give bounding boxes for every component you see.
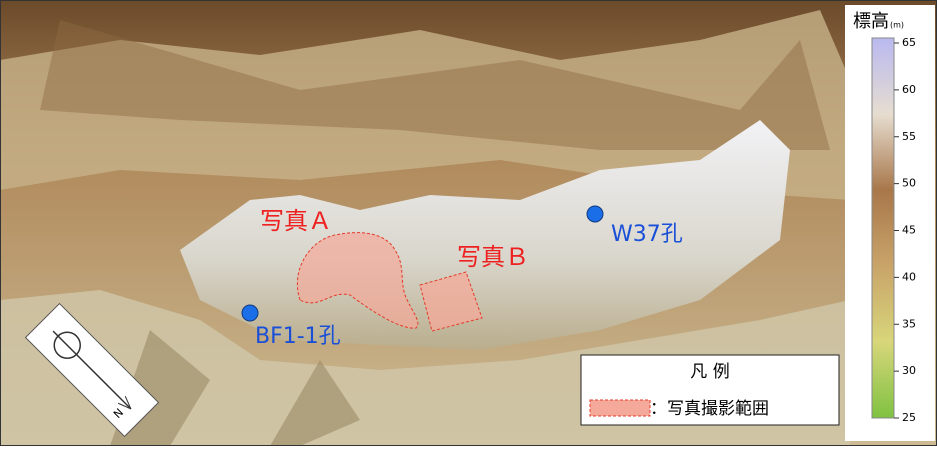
borehole-marker [241,304,259,322]
legend-item: ：写真撮影範囲 [650,399,769,419]
borehole-label: BF1-1孔 [255,324,341,349]
terrain-shadow [40,20,830,150]
colorbar-unit: (m) [890,21,904,30]
colorbar-tick-label: 35 [902,317,916,330]
colorbar-tick-label: 45 [902,224,916,237]
colorbar-tick-label: 50 [902,177,916,190]
colorbar-gradient [871,37,895,419]
colorbar-tick-label: 25 [902,411,916,424]
legend: 凡 例 ：写真撮影範囲 [580,354,840,426]
photo-area-b [419,271,483,332]
borehole-marker [586,205,604,223]
colorbar-tick-label: 40 [902,270,916,283]
photo-a-label: 写真Ａ [260,207,332,235]
borehole-label: W37孔 [611,222,683,247]
north-arrow: N [24,302,160,438]
terrain-valley [110,330,360,446]
north-line [52,330,132,410]
colorbar: 標高 (m) 65 60 55 50 45 40 35 30 25 [845,5,935,441]
colorbar-tick-label: 60 [902,83,916,96]
colorbar-tick-label: 55 [902,130,916,143]
terrain-far [0,10,850,200]
photo-b-label: 写真Ｂ [457,243,529,271]
colorbar-title: 標高 [853,11,889,32]
colorbar-tick-label: 30 [902,364,916,377]
colorbar-tick-label: 65 [902,36,916,49]
legend-title: 凡 例 [690,362,729,382]
photo-area-a [296,232,419,329]
arrow-head [117,395,132,410]
legend-swatch [589,399,651,417]
